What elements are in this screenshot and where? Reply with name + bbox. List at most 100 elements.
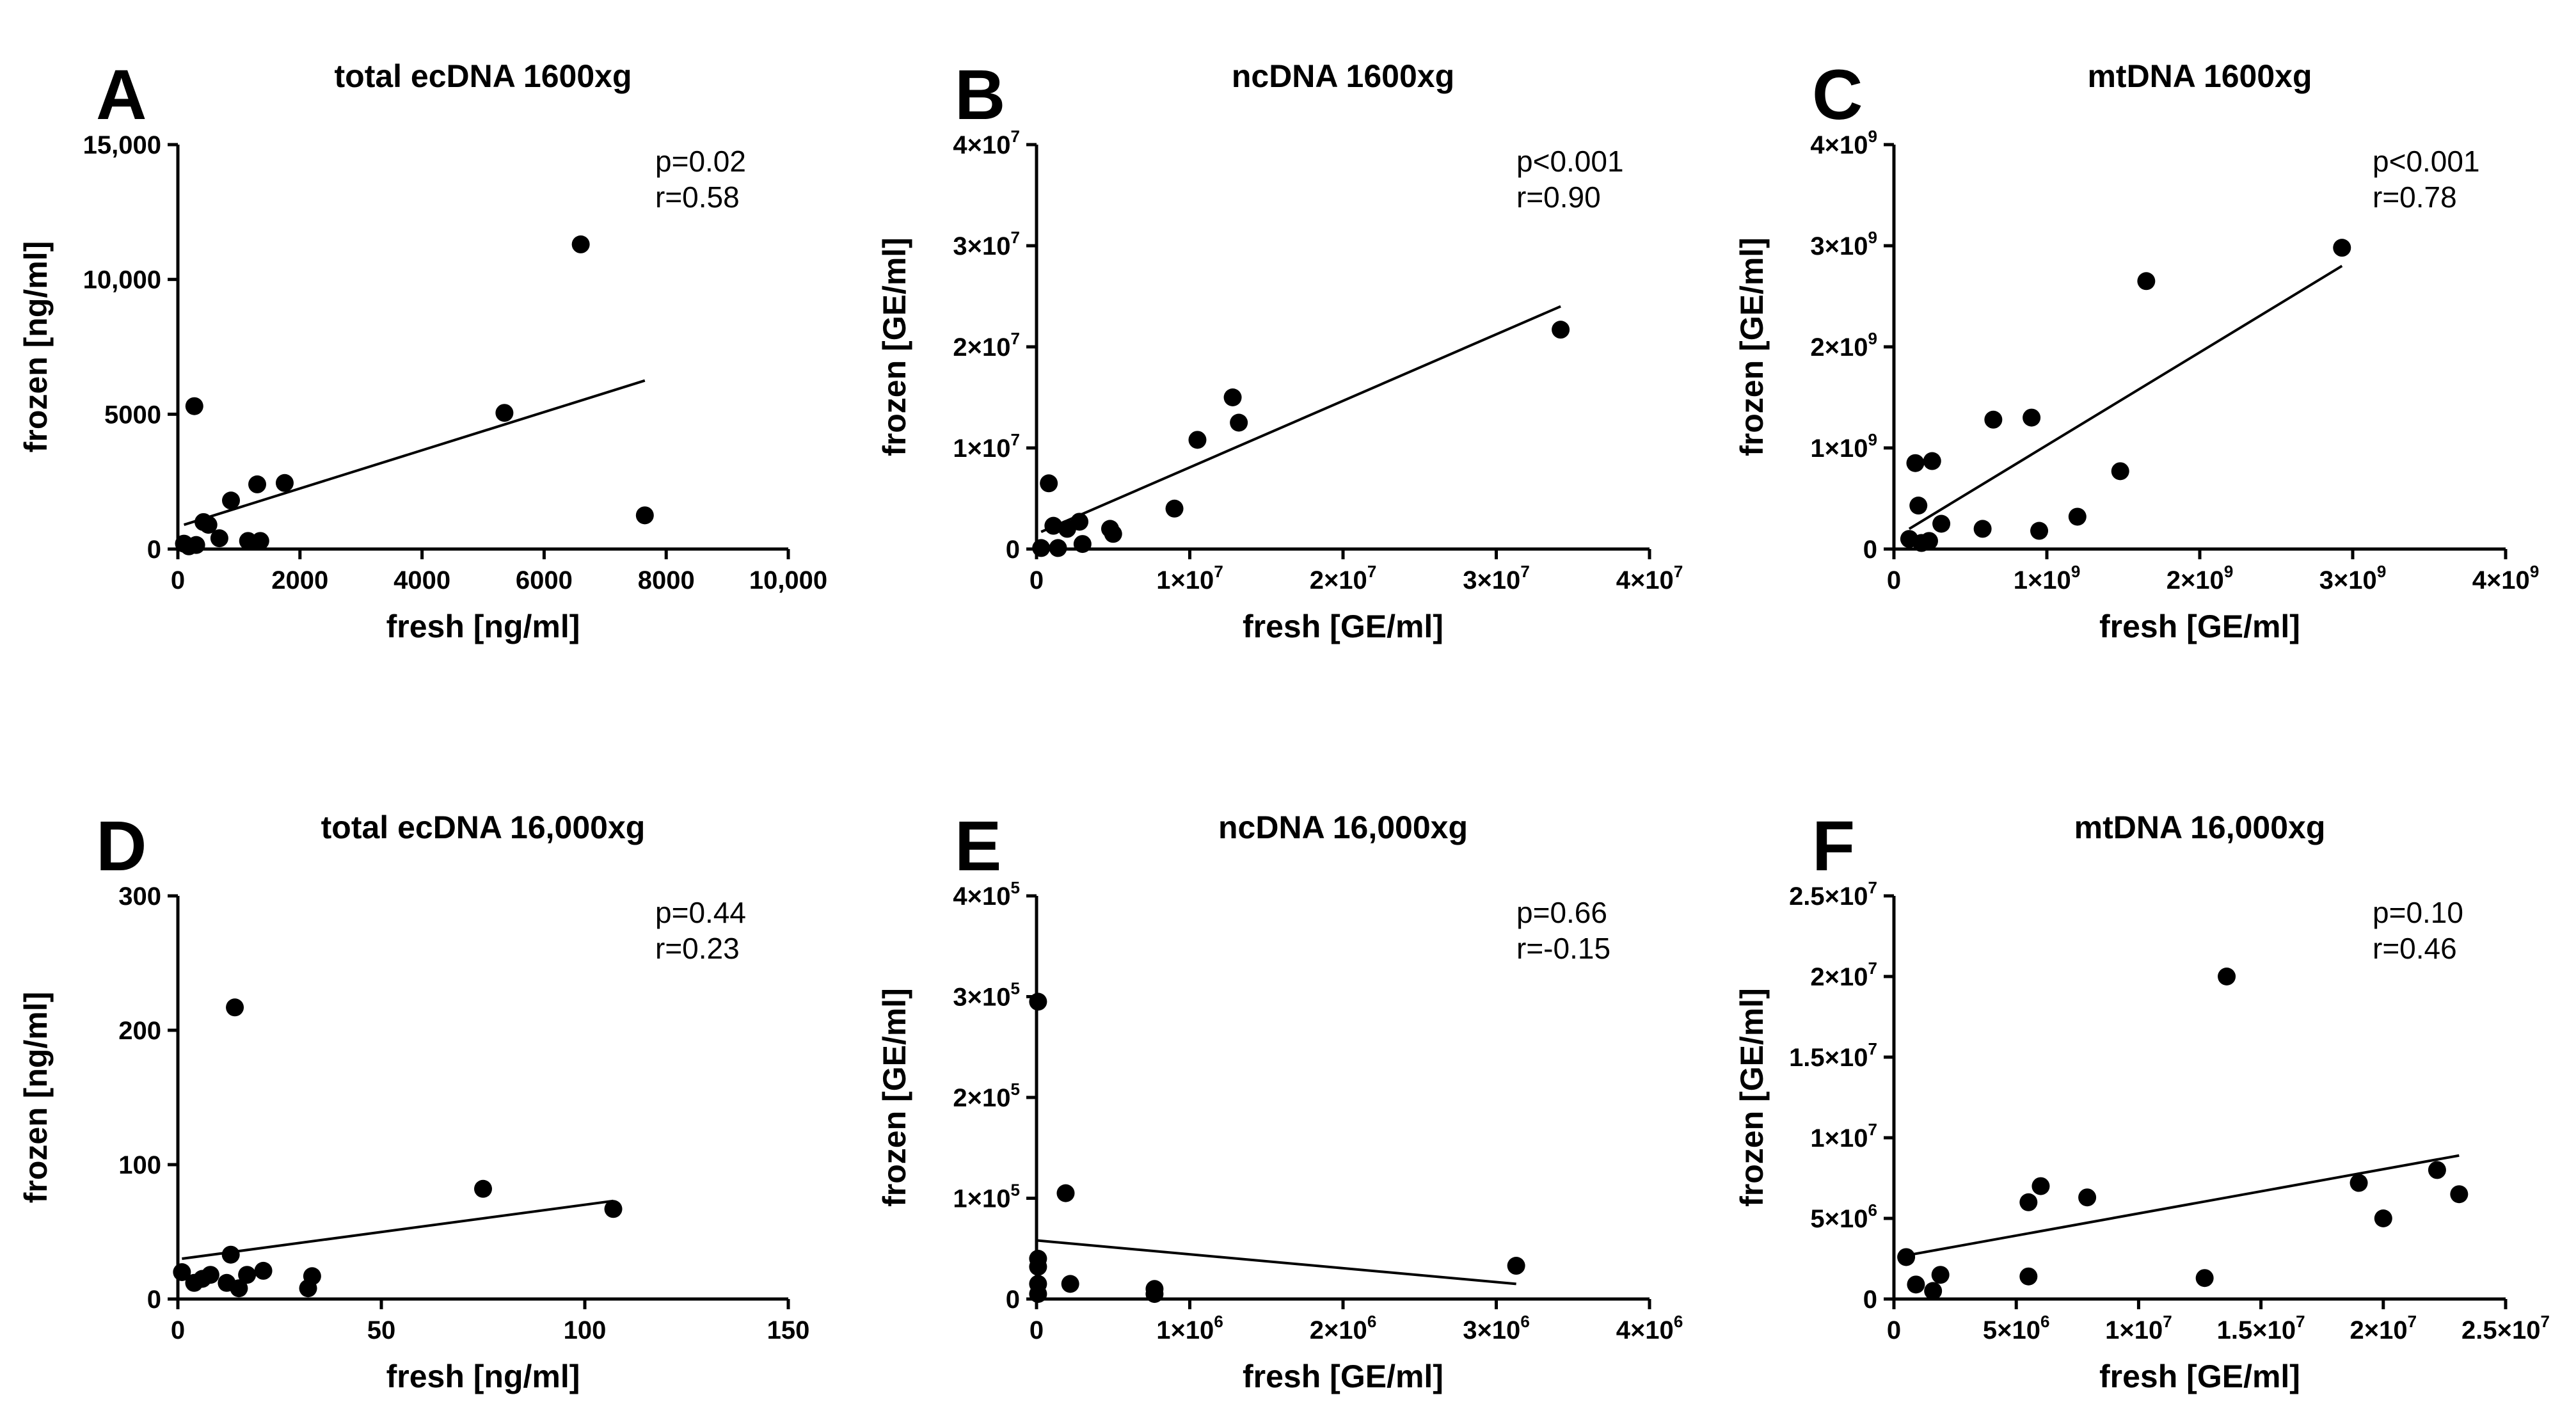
y-axis-label: frozen [GE/ml] (1734, 988, 1770, 1207)
y-axis-label: frozen [ng/ml] (18, 992, 54, 1204)
data-point (1230, 413, 1248, 432)
regression-line (1038, 1239, 1516, 1286)
data-point (1909, 497, 1928, 515)
data-point (1029, 1285, 1047, 1303)
regression-line (1908, 264, 2343, 530)
y-tick-label: 4×105 (953, 878, 1020, 911)
data-point (1906, 454, 1925, 472)
x-tick-label: 4000 (394, 566, 450, 594)
data-point (2218, 968, 2236, 985)
chart-title: mtDNA 1600xg (2087, 58, 2312, 94)
data-point (275, 474, 294, 492)
y-tick-label: 3×107 (953, 228, 1020, 260)
x-tick-label: 6000 (516, 566, 573, 594)
data-point (199, 516, 218, 534)
x-tick-label: 2×106 (1310, 1312, 1377, 1344)
data-point (187, 536, 205, 554)
y-tick-label: 15,000 (83, 131, 161, 159)
data-point (1061, 1275, 1079, 1293)
x-tick-label: 0 (1030, 566, 1044, 594)
data-point (2333, 239, 2351, 257)
data-point (254, 1261, 273, 1280)
x-axis-label: fresh [ng/ml] (386, 1359, 580, 1394)
x-tick-label: 150 (767, 1316, 810, 1344)
data-point (2450, 1185, 2469, 1204)
data-point (1923, 452, 1941, 470)
x-tick-label: 2×107 (2350, 1312, 2417, 1344)
data-point (248, 475, 267, 493)
r-value-annotation: r=0.23 (655, 932, 740, 965)
y-tick-label: 3×105 (953, 979, 1020, 1012)
y-tick-label: 0 (1006, 536, 1020, 564)
y-axis-label: frozen [GE/ml] (877, 237, 912, 456)
y-tick-label: 3×109 (1810, 228, 1877, 260)
x-axis-label: fresh [GE/ml] (1243, 1359, 1443, 1394)
data-point (2019, 1193, 2038, 1211)
x-tick-label: 3×109 (2319, 562, 2387, 594)
data-point (1056, 1184, 1075, 1202)
x-tick-label: 2×107 (1310, 562, 1377, 594)
regression-line (183, 379, 646, 526)
data-point (1049, 539, 1067, 557)
y-tick-label: 0 (147, 536, 161, 564)
p-value-annotation: p<0.001 (1516, 145, 1624, 178)
y-tick-label: 2×107 (953, 329, 1020, 362)
y-tick-label: 2×109 (1810, 329, 1877, 362)
data-point (185, 397, 203, 415)
data-point (230, 1279, 248, 1298)
data-point (2030, 522, 2049, 540)
data-point (1145, 1285, 1164, 1303)
x-axis-label: fresh [GE/ml] (1243, 609, 1443, 644)
x-axis-label: fresh [GE/ml] (2099, 1359, 2300, 1394)
panel-letter: D (96, 807, 147, 886)
y-tick-label: 2×105 (953, 1080, 1020, 1112)
data-point (2111, 462, 2129, 481)
data-point (1070, 513, 1089, 531)
panel-letter: E (955, 807, 1001, 886)
data-point (1897, 1248, 1916, 1266)
x-tick-label: 1×107 (2105, 1312, 2172, 1344)
data-point (1029, 1257, 1047, 1276)
regression-line (182, 1199, 614, 1260)
panel-letter: F (1812, 807, 1855, 886)
y-tick-label: 4×109 (1810, 127, 1877, 159)
x-tick-label: 1×107 (1156, 562, 1223, 594)
p-value-annotation: p=0.02 (655, 145, 746, 178)
x-tick-label: 100 (564, 1316, 607, 1344)
data-point (1984, 410, 2003, 429)
r-value-annotation: r=0.90 (1516, 180, 1601, 214)
y-tick-label: 1×107 (953, 430, 1020, 463)
data-point (635, 506, 654, 525)
data-point (2068, 507, 2087, 526)
x-axis-label: fresh [GE/ml] (2099, 609, 2300, 644)
x-tick-label: 4×109 (2472, 562, 2540, 594)
data-point (238, 1266, 257, 1284)
x-tick-label: 2000 (271, 566, 328, 594)
panel-letter: B (955, 56, 1005, 134)
y-tick-label: 2.5×107 (1789, 878, 1877, 911)
y-tick-label: 0 (1863, 1286, 1877, 1314)
data-point (2137, 272, 2156, 291)
y-tick-label: 4×107 (953, 127, 1020, 159)
chart-title: ncDNA 16,000xg (1218, 809, 1468, 845)
r-value-annotation: r=0.58 (655, 180, 740, 214)
data-point (2195, 1269, 2214, 1287)
x-tick-label: 2×109 (2167, 562, 2234, 594)
data-point (221, 1245, 240, 1264)
data-point (2078, 1188, 2097, 1207)
x-tick-label: 50 (367, 1316, 396, 1344)
data-point (1188, 431, 1207, 449)
data-point (2349, 1174, 2368, 1192)
data-point (303, 1267, 321, 1286)
x-tick-label: 3×106 (1463, 1312, 1530, 1344)
p-value-annotation: p=0.44 (655, 896, 746, 929)
panel-letter: A (96, 56, 147, 134)
chart-title: total ecDNA 16,000xg (321, 809, 646, 845)
regression-line (1905, 1154, 2460, 1257)
data-point (173, 1263, 191, 1281)
data-point (2023, 408, 2041, 427)
data-point (2374, 1209, 2392, 1227)
x-tick-label: 1×106 (1156, 1312, 1223, 1344)
